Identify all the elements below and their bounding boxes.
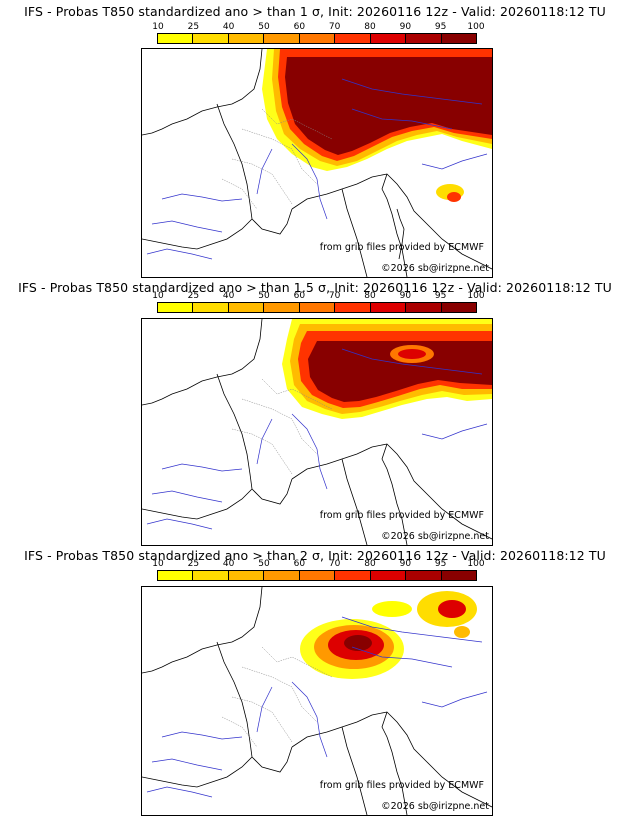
colorbar-segment — [264, 303, 300, 312]
colorbar-segment — [335, 303, 371, 312]
map-panel-1sigma: IFS - Probas T850 standardized ano > tha… — [0, 0, 630, 278]
colorbar-tick-label: 90 — [399, 559, 412, 569]
colorbar-segment — [158, 571, 194, 580]
source-credit: from grib files provided by ECMWF — [319, 780, 484, 791]
map-canvas — [142, 49, 492, 277]
colorbar: 10 25 40 50 60 70 80 90 95 100 — [152, 22, 485, 44]
map-canvas — [142, 587, 492, 815]
colorbar-segment — [441, 571, 476, 580]
colorbar-segment — [370, 34, 407, 43]
colorbar-segment — [299, 303, 336, 312]
source-credit: from grib files provided by ECMWF — [319, 510, 484, 521]
colorbar-segment — [158, 303, 194, 312]
colorbar-tick-label: 70 — [328, 559, 341, 569]
colorbar-segment — [264, 571, 300, 580]
colorbar-tick-label: 80 — [364, 559, 376, 569]
colorbar: 10 25 40 50 60 70 80 90 95 100 — [152, 291, 485, 313]
colorbar-bar — [157, 570, 477, 581]
colorbar-segment — [299, 571, 336, 580]
panel-title: IFS - Probas T850 standardized ano > tha… — [24, 548, 606, 563]
colorbar-ticks: 10 25 40 50 60 70 80 90 95 100 — [152, 559, 484, 570]
panel-title: IFS - Probas T850 standardized ano > tha… — [18, 280, 612, 295]
colorbar-tick-label: 60 — [293, 291, 306, 301]
source-credit: from grib files provided by ECMWF — [319, 242, 484, 253]
probability-field — [282, 319, 492, 419]
map-canvas — [142, 319, 492, 545]
colorbar-tick-label: 60 — [293, 22, 306, 32]
probability-field — [300, 591, 477, 679]
colorbar-tick-label: 100 — [467, 291, 485, 301]
colorbar-tick-label: 95 — [434, 22, 447, 32]
colorbar-tick-label: 95 — [434, 291, 447, 301]
country-borders — [221, 646, 333, 748]
colorbar-tick-label: 90 — [399, 22, 412, 32]
colorbar-bar — [157, 33, 477, 44]
colorbar-tick-label: 10 — [152, 22, 164, 32]
colorbar-segment — [228, 571, 265, 580]
colorbar-tick-label: 40 — [222, 291, 235, 301]
colorbar-tick-label: 10 — [152, 559, 164, 569]
colorbar-tick-label: 40 — [222, 22, 235, 32]
colorbar-segment — [335, 34, 371, 43]
colorbar-ticks: 10 25 40 50 60 70 80 90 95 100 — [152, 291, 484, 302]
colorbar-segment — [228, 303, 265, 312]
copyright: ©2026 sb@irizpne.net — [381, 263, 489, 274]
colorbar-segment — [335, 571, 371, 580]
colorbar-segment — [193, 303, 229, 312]
copyright: ©2026 sb@irizpne.net — [381, 801, 489, 812]
colorbar-tick-label: 80 — [364, 22, 376, 32]
colorbar-tick-label: 50 — [258, 291, 270, 301]
colorbar-tick-label: 25 — [187, 291, 200, 301]
coastlines — [142, 49, 492, 277]
probability-map: from grib files provided by ECMWF ©2026 … — [141, 586, 493, 816]
coastlines — [142, 319, 492, 545]
panel-title: IFS - Probas T850 standardized ano > tha… — [24, 4, 606, 19]
colorbar-segment — [441, 303, 476, 312]
colorbar-tick-label: 80 — [364, 291, 376, 301]
colorbar-segment — [299, 34, 336, 43]
colorbar-tick-label: 25 — [187, 22, 200, 32]
colorbar-tick-label: 70 — [328, 291, 341, 301]
colorbar: 10 25 40 50 60 70 80 90 95 100 — [152, 559, 485, 581]
colorbar-tick-label: 95 — [434, 559, 447, 569]
colorbar-tick-label: 100 — [467, 22, 485, 32]
coastlines — [142, 587, 492, 815]
country-borders — [231, 378, 333, 475]
rivers — [146, 78, 488, 260]
colorbar-segment — [370, 303, 407, 312]
colorbar-segment — [441, 34, 476, 43]
country-borders — [221, 108, 333, 210]
colorbar-segment — [158, 34, 194, 43]
colorbar-ticks: 10 25 40 50 60 70 80 90 95 100 — [152, 22, 484, 33]
colorbar-tick-label: 10 — [152, 291, 164, 301]
colorbar-segment — [193, 34, 229, 43]
rivers — [146, 348, 488, 530]
colorbar-segment — [228, 34, 265, 43]
colorbar-segment — [406, 571, 442, 580]
colorbar-tick-label: 50 — [258, 22, 270, 32]
colorbar-tick-label: 100 — [467, 559, 485, 569]
colorbar-segment — [193, 571, 229, 580]
colorbar-segment — [264, 34, 300, 43]
copyright: ©2026 sb@irizpne.net — [381, 531, 489, 542]
colorbar-segment — [406, 34, 442, 43]
colorbar-tick-label: 25 — [187, 559, 200, 569]
probability-map: from grib files provided by ECMWF ©2026 … — [141, 48, 493, 278]
colorbar-segment — [406, 303, 442, 312]
colorbar-tick-label: 60 — [293, 559, 306, 569]
rivers — [146, 616, 488, 798]
probability-map: from grib files provided by ECMWF ©2026 … — [141, 318, 493, 546]
colorbar-tick-label: 90 — [399, 291, 412, 301]
colorbar-tick-label: 40 — [222, 559, 235, 569]
colorbar-tick-label: 70 — [328, 22, 341, 32]
colorbar-segment — [370, 571, 407, 580]
map-panel-1-5sigma: IFS - Probas T850 standardized ano > tha… — [0, 278, 630, 548]
map-panel-2sigma: IFS - Probas T850 standardized ano > tha… — [0, 548, 630, 818]
probability-field — [262, 49, 492, 202]
colorbar-tick-label: 50 — [258, 559, 270, 569]
colorbar-bar — [157, 302, 477, 313]
